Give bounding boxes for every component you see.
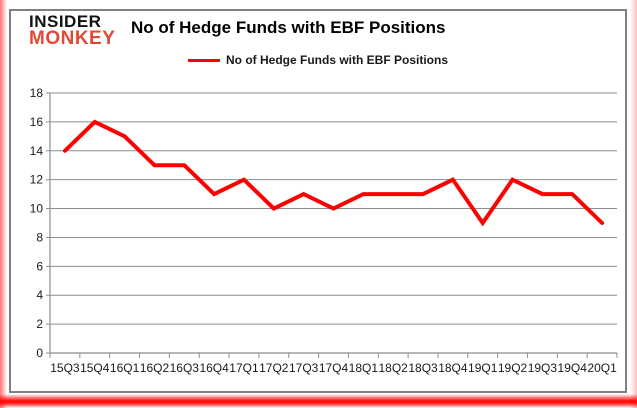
x-axis-tick-label: 19Q3 <box>528 361 558 375</box>
red-border-accent-bottom <box>0 394 637 408</box>
y-axis-tick-label: 8 <box>36 230 43 244</box>
legend-line-swatch <box>188 58 220 62</box>
chart-frame: INSIDER MONKEY No of Hedge Funds with EB… <box>9 9 627 393</box>
y-axis-tick-label: 2 <box>36 317 43 331</box>
insider-monkey-logo: INSIDER MONKEY <box>29 12 116 49</box>
x-axis-tick-label: 15Q3 <box>50 361 80 375</box>
chart-title: No of Hedge Funds with EBF Positions <box>131 18 446 37</box>
y-axis-tick-label: 4 <box>36 288 43 302</box>
x-axis-tick-label: 17Q2 <box>259 361 289 375</box>
logo-line1: INSIDER <box>29 12 102 31</box>
logo-line2: MONKEY <box>29 27 116 49</box>
legend: No of Hedge Funds with EBF Positions <box>11 53 625 67</box>
y-axis-tick-label: 12 <box>30 173 44 187</box>
y-axis-tick-label: 18 <box>30 86 44 100</box>
x-axis-tick-label: 18Q3 <box>408 361 438 375</box>
x-axis-tick-label: 16Q2 <box>140 361 170 375</box>
x-axis-tick-label: 18Q4 <box>438 361 468 375</box>
x-axis-tick-label: 17Q3 <box>289 361 319 375</box>
y-axis-tick-label: 6 <box>36 259 43 273</box>
x-axis-tick-label: 16Q3 <box>170 361 200 375</box>
red-border-accent-left <box>0 0 7 408</box>
x-axis-tick-label: 18Q2 <box>379 361 409 375</box>
x-axis-tick-label: 19Q4 <box>558 361 588 375</box>
x-axis-tick-label: 17Q1 <box>229 361 259 375</box>
data-series-line <box>62 119 605 227</box>
y-axis-tick-label: 10 <box>30 202 44 216</box>
y-axis-tick-label: 16 <box>30 115 44 129</box>
y-axis-tick-label: 14 <box>30 144 44 158</box>
x-axis-tick-label: 15Q4 <box>80 361 110 375</box>
legend-label: No of Hedge Funds with EBF Positions <box>226 53 448 67</box>
x-axis-tick-label: 16Q4 <box>199 361 229 375</box>
x-axis-tick-label: 16Q1 <box>110 361 140 375</box>
red-border-accent-right <box>630 0 637 408</box>
x-axis-tick-label: 19Q1 <box>468 361 498 375</box>
x-axis-tick-label: 18Q1 <box>349 361 379 375</box>
x-axis-tick-label: 19Q2 <box>498 361 528 375</box>
x-axis-tick-label: 20Q1 <box>587 361 617 375</box>
x-axis-tick-label: 17Q4 <box>319 361 349 375</box>
y-axis-tick-label: 0 <box>36 346 43 360</box>
